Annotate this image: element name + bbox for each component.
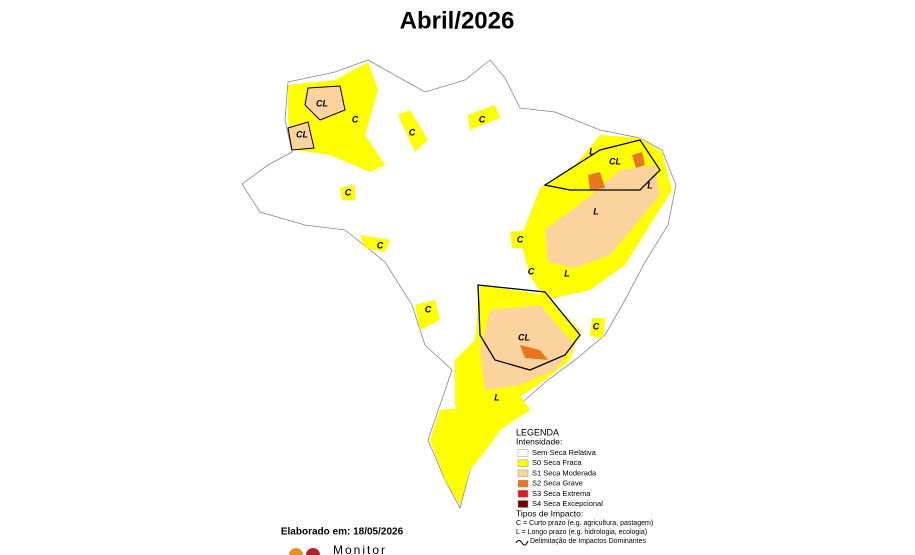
legend-label: S2 Seca Grave	[532, 479, 583, 488]
subtitle: Abril/2026	[400, 7, 515, 34]
brazil-map	[241, 59, 677, 510]
impact-label: C = Curto prazo (e.g. agricultura, pasta…	[516, 520, 653, 527]
legend-label: S0 Seca Fraca	[532, 458, 582, 467]
map-label: C	[352, 114, 359, 124]
legend-label: S1 Seca Moderada	[532, 468, 597, 477]
legend-swatch	[517, 469, 529, 478]
s0-amapa	[468, 105, 500, 130]
impact-line-symbol	[515, 540, 529, 546]
s0-south	[430, 395, 530, 505]
impact-title: Tipos de Impacto:	[516, 508, 583, 518]
logo-dot	[289, 548, 303, 555]
legend-swatch	[517, 500, 529, 508]
map-label: C	[528, 266, 535, 276]
s1-west	[287, 121, 315, 151]
map-label: C	[377, 240, 384, 250]
impact-delimitation	[477, 139, 661, 371]
map-label: L	[647, 180, 653, 190]
legend-swatch	[517, 459, 529, 467]
map-label: CL	[316, 98, 328, 108]
map-label: C	[479, 114, 486, 124]
legend-swatch	[517, 490, 529, 498]
map-label: CL	[609, 156, 621, 166]
map-label: L	[589, 146, 595, 156]
legend-label: Sem Seca Relativa	[532, 448, 597, 457]
legend-label: S3 Seca Extrema	[532, 489, 591, 498]
map-label: L	[593, 206, 599, 216]
s2-northeast	[588, 152, 645, 190]
map-label: CL	[296, 129, 308, 139]
legend-swatch	[517, 449, 529, 457]
legend-heading: LEGENDA	[516, 427, 559, 437]
impact-label: Delimitação de Impactos Dominantes	[530, 538, 646, 545]
map-label: CL	[518, 332, 530, 342]
s1-northwest	[304, 85, 346, 121]
map-label: L	[494, 392, 500, 402]
legend-intensity-title: Intensidade:	[516, 436, 562, 446]
map-label: C	[425, 304, 432, 314]
s2-centersouth	[520, 345, 548, 360]
s0-roraima	[398, 110, 428, 152]
legend-swatch	[517, 479, 529, 488]
map-label: C	[409, 127, 416, 137]
map-label: C	[345, 187, 352, 197]
legend-label: S4 Seca Excepcional	[532, 499, 603, 508]
s1-northeast	[545, 165, 660, 268]
map-label: C	[517, 234, 524, 244]
logo-text: Monitor	[333, 543, 387, 555]
impact-label: L = Longo prazo (e.g. hidrologia, ecolog…	[516, 529, 647, 536]
elaborated-date: Elaborado em: 18/05/2026	[281, 527, 404, 538]
logo-dot	[306, 548, 320, 555]
map-label: C	[593, 321, 600, 331]
map-label: L	[564, 268, 570, 278]
